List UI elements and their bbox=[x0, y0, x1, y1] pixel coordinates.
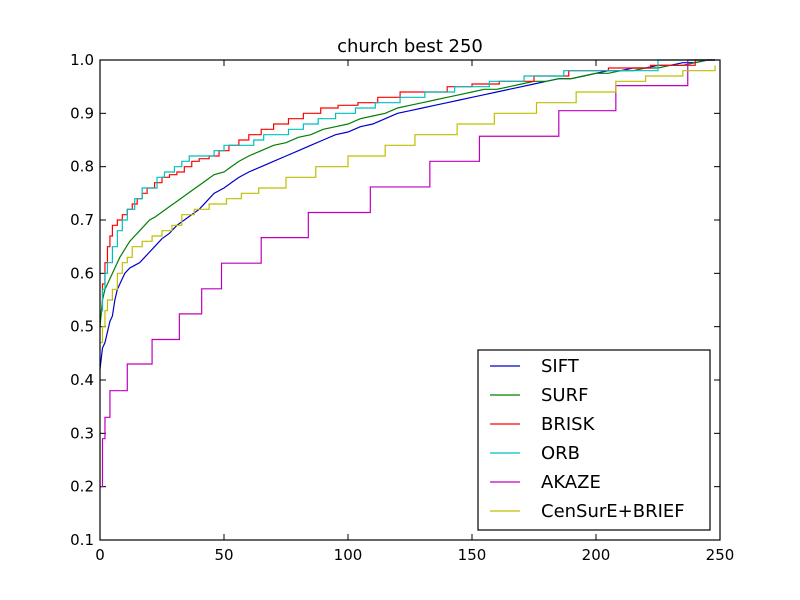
series-lines bbox=[99, 59, 716, 488]
series-line-surf bbox=[99, 59, 716, 327]
y-tick-label: 0.6 bbox=[70, 264, 94, 282]
y-tick-label: 0.9 bbox=[70, 104, 94, 122]
x-tick-label: 0 bbox=[95, 546, 105, 564]
x-tick-label: 150 bbox=[458, 546, 487, 564]
legend-label: CenSurE+BRIEF bbox=[541, 501, 685, 522]
legend-label: SIFT bbox=[541, 356, 580, 377]
y-tick-label: 0.1 bbox=[70, 531, 94, 549]
x-tick-label: 250 bbox=[706, 546, 735, 564]
plot-frame bbox=[99, 59, 721, 541]
x-tick-label: 50 bbox=[214, 546, 233, 564]
chart-title: church best 250 bbox=[337, 36, 483, 57]
y-tick-label: 0.7 bbox=[70, 211, 94, 229]
series-line-akaze bbox=[100, 59, 716, 488]
legend-label: AKAZE bbox=[541, 472, 601, 493]
series-line-censure-brief bbox=[100, 65, 716, 344]
legend-label: ORB bbox=[541, 443, 580, 464]
series-line-orb bbox=[100, 59, 716, 312]
x-tick-label: 100 bbox=[334, 546, 363, 564]
legend-label: SURF bbox=[541, 385, 588, 406]
legend-box bbox=[477, 349, 711, 531]
y-tick-label: 0.4 bbox=[70, 371, 94, 389]
legend: SIFT SURF BRISK ORB AKAZE CenSurE+BRIEF bbox=[477, 349, 711, 531]
y-tick-label: 0.8 bbox=[70, 158, 94, 176]
y-tick-label: 1.0 bbox=[70, 51, 94, 69]
axis-ticks: 0 50 100 150 200 250 0.1 0.2 0.3 0.4 0.5 0.6 0.7 0.8 0… bbox=[70, 51, 734, 564]
y-tick-label: 0.2 bbox=[70, 478, 94, 496]
y-tick-label: 0.3 bbox=[70, 424, 94, 442]
y-tick-label: 0.5 bbox=[70, 318, 94, 336]
x-tick-label: 200 bbox=[582, 546, 611, 564]
legend-label: BRISK bbox=[541, 414, 596, 435]
